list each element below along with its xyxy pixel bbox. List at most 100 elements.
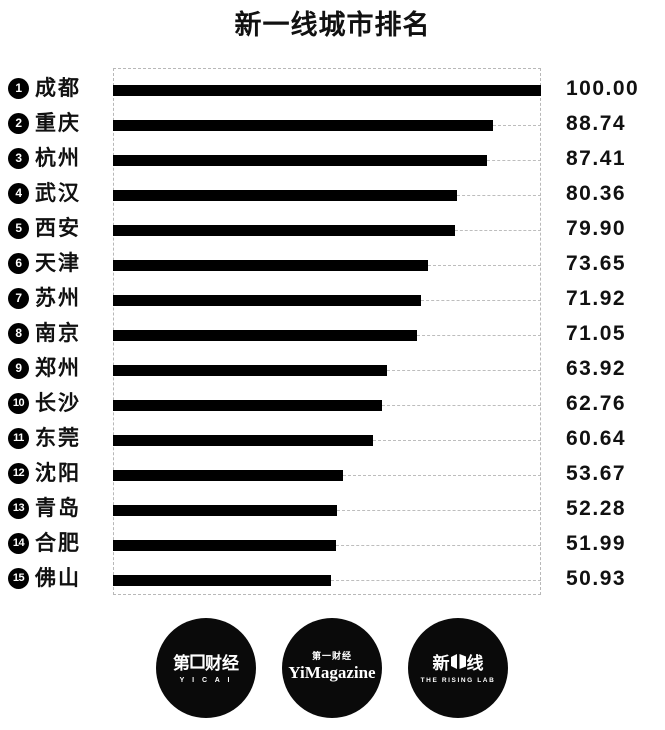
bar: [113, 330, 418, 341]
bar-chart: 1 成都 100.00 2 重庆 88.74 3 杭州 87.41 4 武汉 80.36 5 西安 79.9…: [0, 68, 665, 596]
rank-badge: 6: [8, 253, 29, 274]
table-row: 11 东莞 60.64: [0, 423, 665, 458]
bar: [113, 225, 455, 236]
bar: [113, 400, 382, 411]
value-label: 63.92: [566, 357, 627, 380]
rank-badge: 9: [8, 358, 29, 379]
rank-badge: 14: [8, 533, 29, 554]
bar: [113, 120, 493, 131]
rank-badge: 3: [8, 148, 29, 169]
table-row: 3 杭州 87.41: [0, 143, 665, 178]
bar: [113, 295, 421, 306]
guide-line: [386, 370, 541, 371]
guide-line: [420, 300, 541, 301]
value-label: 51.99: [566, 532, 627, 555]
logo-yimagazine-en: YiMagazine: [288, 663, 376, 682]
table-row: 10 长沙 62.76: [0, 388, 665, 423]
value-label: 87.41: [566, 147, 627, 170]
table-row: 12 沈阳 53.67: [0, 458, 665, 493]
logo-yicai: 第 财经 Y I C A I: [156, 618, 256, 718]
bar: [113, 470, 343, 481]
bar: [113, 85, 541, 96]
guide-line: [330, 580, 541, 581]
value-label: 71.05: [566, 322, 627, 345]
table-row: 15 佛山 50.93: [0, 563, 665, 598]
bar: [113, 505, 337, 516]
bar: [113, 155, 488, 166]
table-row: 2 重庆 88.74: [0, 108, 665, 143]
rank-badge: 15: [8, 568, 29, 589]
rank-badge: 13: [8, 498, 29, 519]
table-row: 13 青岛 52.28: [0, 493, 665, 528]
table-row: 7 苏州 71.92: [0, 283, 665, 318]
value-label: 71.92: [566, 287, 627, 310]
rising-wedge-icon: [450, 653, 467, 674]
city-label: 武汉: [35, 182, 81, 205]
guide-line: [454, 230, 541, 231]
guide-line: [456, 195, 541, 196]
rank-badge: 4: [8, 183, 29, 204]
bar: [113, 435, 373, 446]
city-label: 重庆: [35, 112, 81, 135]
guide-line: [335, 545, 541, 546]
city-label: 东莞: [35, 427, 81, 450]
rank-badge: 10: [8, 393, 29, 414]
city-label: 沈阳: [35, 462, 81, 485]
guide-line: [372, 440, 541, 441]
value-label: 80.36: [566, 182, 627, 205]
value-label: 50.93: [566, 567, 627, 590]
table-row: 14 合肥 51.99: [0, 528, 665, 563]
rank-badge: 7: [8, 288, 29, 309]
city-label: 青岛: [35, 497, 81, 520]
bar: [113, 260, 429, 271]
rank-badge: 1: [8, 78, 29, 99]
logo-yimagazine: 第一财经 YiMagazine: [282, 618, 382, 718]
rank-badge: 5: [8, 218, 29, 239]
guide-line: [336, 510, 541, 511]
value-label: 100.00: [566, 77, 640, 100]
table-row: 6 天津 73.65: [0, 248, 665, 283]
value-label: 60.64: [566, 427, 627, 450]
city-label: 杭州: [35, 147, 81, 170]
city-label: 苏州: [35, 287, 81, 310]
page-title: 新一线城市排名: [234, 10, 431, 40]
bar: [113, 365, 387, 376]
logo-yimagazine-cn: 第一财经: [311, 651, 352, 661]
city-label: 西安: [35, 217, 81, 240]
logo-therisinglab: 新 线 THE RISING LAB: [408, 618, 508, 718]
logo-yicai-en: Y I C A I: [179, 677, 233, 684]
table-row: 1 成都 100.00: [0, 73, 665, 108]
rank-badge: 2: [8, 113, 29, 134]
table-row: 4 武汉 80.36: [0, 178, 665, 213]
footer-logo-bar: 第 财经 Y I C A I 第一财经 YiMagazine 新 线 THE R…: [0, 618, 665, 723]
value-label: 62.76: [566, 392, 627, 415]
city-label: 合肥: [35, 532, 81, 555]
guide-line: [487, 160, 541, 161]
value-label: 52.28: [566, 497, 627, 520]
guide-line: [342, 475, 541, 476]
guide-line: [428, 265, 541, 266]
logo-yicai-cn-right: 财经: [205, 654, 239, 673]
guide-line: [381, 405, 541, 406]
table-row: 5 西安 79.90: [0, 213, 665, 248]
value-label: 53.67: [566, 462, 627, 485]
table-row: 9 郑州 63.92: [0, 353, 665, 388]
table-row: 8 南京 71.05: [0, 318, 665, 353]
bar: [113, 575, 331, 586]
rank-badge: 12: [8, 463, 29, 484]
square-aperture-icon: [190, 653, 205, 674]
value-label: 88.74: [566, 112, 627, 135]
city-label: 长沙: [35, 392, 81, 415]
rank-badge: 8: [8, 323, 29, 344]
rank-badge: 11: [8, 428, 29, 449]
city-label: 佛山: [35, 567, 81, 590]
value-label: 79.90: [566, 217, 627, 240]
city-label: 成都: [35, 77, 81, 100]
city-label: 天津: [35, 252, 81, 275]
bar: [113, 190, 457, 201]
city-label: 南京: [35, 322, 81, 345]
guide-line: [417, 335, 541, 336]
city-label: 郑州: [35, 357, 81, 380]
logo-rising-cn-left: 新: [432, 654, 450, 673]
guide-line: [492, 125, 541, 126]
